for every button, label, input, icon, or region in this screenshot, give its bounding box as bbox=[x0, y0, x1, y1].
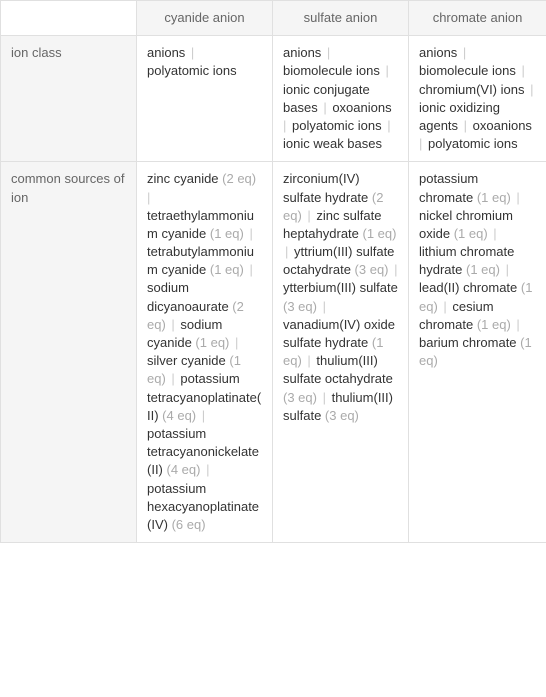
source-name: zinc cyanide bbox=[147, 171, 222, 186]
list-item: polyatomic ions bbox=[147, 63, 237, 78]
source-eq: (1 eq) bbox=[195, 335, 229, 350]
separator: | bbox=[500, 262, 511, 277]
source-eq: (4 eq) bbox=[162, 408, 196, 423]
header-sulfate: sulfate anion bbox=[273, 1, 409, 36]
separator: | bbox=[302, 208, 317, 223]
cell-sources-cyanide: zinc cyanide (2 eq) | tetraethylammonium… bbox=[137, 162, 273, 543]
list-item: anions bbox=[283, 45, 321, 60]
separator: | bbox=[166, 317, 181, 332]
source-name: barium chromate bbox=[419, 335, 520, 350]
comparison-table: cyanide anion sulfate anion chromate ani… bbox=[0, 0, 546, 543]
source-name: potassium chromate bbox=[419, 171, 478, 204]
header-row: cyanide anion sulfate anion chromate ani… bbox=[1, 1, 546, 36]
header-chromate: chromate anion bbox=[409, 1, 546, 36]
source-eq: (3 eq) bbox=[355, 262, 389, 277]
source-eq: (1 eq) bbox=[363, 226, 397, 241]
separator: | bbox=[196, 408, 207, 423]
cell-sources-sulfate: zirconium(IV) sulfate hydrate (2 eq) | z… bbox=[273, 162, 409, 543]
cell-ionclass-cyanide: anions | polyatomic ions bbox=[137, 36, 273, 162]
separator: | bbox=[457, 45, 468, 60]
cell-sources-chromate: potassium chromate (1 eq) | nickel chrom… bbox=[409, 162, 546, 543]
list-item: oxoanions bbox=[473, 118, 532, 133]
separator: | bbox=[166, 371, 181, 386]
source-name: ytterbium(III) sulfate bbox=[283, 280, 398, 295]
cell-ionclass-chromate: anions | biomolecule ions | chromium(VI)… bbox=[409, 36, 546, 162]
list-item: polyatomic ions bbox=[292, 118, 382, 133]
list-item: chromium(VI) ions bbox=[419, 82, 524, 97]
source-eq: (1 eq) bbox=[210, 226, 244, 241]
source-eq: (2 eq) bbox=[222, 171, 256, 186]
separator: | bbox=[244, 226, 255, 241]
header-blank bbox=[1, 1, 137, 36]
source-eq: (1 eq) bbox=[477, 190, 511, 205]
separator: | bbox=[317, 390, 332, 405]
separator: | bbox=[302, 353, 317, 368]
separator: | bbox=[458, 118, 473, 133]
list-item: polyatomic ions bbox=[428, 136, 518, 151]
sources-row: common sources of ion zinc cyanide (2 eq… bbox=[1, 162, 546, 543]
list-item: anions bbox=[147, 45, 185, 60]
source-eq: (1 eq) bbox=[466, 262, 500, 277]
separator: | bbox=[382, 118, 393, 133]
row-label-ion-class: ion class bbox=[1, 36, 137, 162]
separator: | bbox=[438, 299, 453, 314]
source-eq: (6 eq) bbox=[172, 517, 206, 532]
source-eq: (3 eq) bbox=[283, 299, 317, 314]
separator: | bbox=[229, 335, 240, 350]
source-eq: (1 eq) bbox=[477, 317, 511, 332]
row-label-sources: common sources of ion bbox=[1, 162, 137, 543]
source-eq: (1 eq) bbox=[210, 262, 244, 277]
list-item: ionic weak bases bbox=[283, 136, 382, 151]
source-name: zirconium(IV) sulfate hydrate bbox=[283, 171, 372, 204]
source-name: silver cyanide bbox=[147, 353, 229, 368]
source-name: sodium dicyanoaurate bbox=[147, 280, 232, 313]
source-eq: (3 eq) bbox=[325, 408, 359, 423]
list-item: anions bbox=[419, 45, 457, 60]
list-item: oxoanions bbox=[332, 100, 391, 115]
separator: | bbox=[516, 63, 527, 78]
separator: | bbox=[511, 317, 522, 332]
separator: | bbox=[318, 100, 333, 115]
separator: | bbox=[524, 82, 535, 97]
separator: | bbox=[317, 299, 328, 314]
list-item: biomolecule ions bbox=[419, 63, 516, 78]
separator: | bbox=[380, 63, 391, 78]
source-name: lead(II) chromate bbox=[419, 280, 521, 295]
header-cyanide: cyanide anion bbox=[137, 1, 273, 36]
separator: | bbox=[185, 45, 196, 60]
source-eq: (4 eq) bbox=[167, 462, 201, 477]
separator: | bbox=[389, 262, 400, 277]
separator: | bbox=[321, 45, 332, 60]
separator: | bbox=[200, 462, 211, 477]
source-eq: (1 eq) bbox=[454, 226, 488, 241]
cell-ionclass-sulfate: anions | biomolecule ions | ionic conjug… bbox=[273, 36, 409, 162]
separator: | bbox=[244, 262, 255, 277]
source-eq: (3 eq) bbox=[283, 390, 317, 405]
ion-class-row: ion class anions | polyatomic ions anion… bbox=[1, 36, 546, 162]
separator: | bbox=[511, 190, 522, 205]
list-item: biomolecule ions bbox=[283, 63, 380, 78]
separator: | bbox=[488, 226, 499, 241]
separator: | bbox=[283, 244, 294, 259]
